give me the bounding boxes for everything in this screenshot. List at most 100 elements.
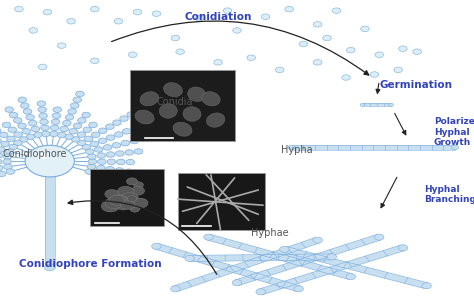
Circle shape: [0, 128, 1, 133]
Circle shape: [20, 103, 29, 108]
Circle shape: [0, 165, 3, 171]
Text: Hyphal
Branching: Hyphal Branching: [424, 185, 474, 204]
Circle shape: [23, 109, 32, 114]
Circle shape: [69, 129, 78, 134]
Circle shape: [37, 101, 46, 106]
Circle shape: [120, 192, 138, 204]
Circle shape: [85, 169, 93, 174]
Text: Polarized
Hyphal
Growth: Polarized Hyphal Growth: [434, 117, 474, 147]
Circle shape: [0, 147, 5, 152]
Polygon shape: [292, 145, 455, 150]
Circle shape: [131, 126, 139, 131]
Circle shape: [18, 123, 26, 129]
Circle shape: [72, 137, 80, 142]
Circle shape: [88, 154, 96, 159]
Circle shape: [45, 264, 55, 271]
Circle shape: [97, 165, 105, 171]
Circle shape: [118, 186, 134, 197]
Text: Hypha: Hypha: [281, 146, 313, 155]
Ellipse shape: [207, 113, 225, 127]
Circle shape: [139, 136, 147, 142]
Circle shape: [31, 126, 40, 132]
Circle shape: [43, 9, 52, 15]
Circle shape: [107, 159, 116, 164]
Circle shape: [422, 283, 431, 289]
Circle shape: [98, 138, 107, 143]
Circle shape: [134, 149, 143, 154]
Circle shape: [7, 136, 15, 142]
Circle shape: [91, 58, 99, 64]
Circle shape: [53, 107, 62, 112]
Circle shape: [99, 128, 107, 133]
Circle shape: [65, 134, 73, 140]
Circle shape: [451, 145, 458, 150]
Circle shape: [280, 246, 289, 252]
Circle shape: [78, 118, 86, 123]
Circle shape: [233, 28, 241, 33]
Circle shape: [176, 49, 184, 54]
Circle shape: [130, 206, 140, 212]
Polygon shape: [363, 103, 391, 106]
Circle shape: [28, 120, 37, 126]
Circle shape: [94, 147, 103, 152]
Polygon shape: [45, 173, 55, 268]
Circle shape: [204, 234, 213, 240]
Circle shape: [9, 144, 18, 150]
Circle shape: [152, 243, 161, 249]
Circle shape: [133, 198, 148, 208]
Circle shape: [68, 109, 76, 114]
Circle shape: [375, 52, 383, 57]
Circle shape: [106, 167, 114, 172]
Circle shape: [115, 132, 123, 137]
Polygon shape: [235, 234, 381, 285]
Polygon shape: [207, 234, 353, 279]
Ellipse shape: [188, 87, 206, 102]
Circle shape: [90, 141, 99, 147]
Circle shape: [124, 169, 133, 174]
Circle shape: [40, 119, 48, 125]
Circle shape: [4, 164, 12, 169]
Circle shape: [394, 67, 402, 73]
Circle shape: [39, 113, 47, 119]
Circle shape: [0, 138, 1, 143]
Circle shape: [116, 151, 124, 156]
Circle shape: [285, 6, 293, 12]
Circle shape: [374, 234, 384, 240]
Circle shape: [247, 55, 255, 60]
Circle shape: [288, 145, 295, 150]
Circle shape: [299, 41, 308, 47]
Circle shape: [49, 131, 58, 136]
Ellipse shape: [37, 154, 48, 159]
Circle shape: [214, 60, 222, 65]
Ellipse shape: [183, 107, 201, 121]
Circle shape: [19, 137, 28, 142]
Circle shape: [26, 115, 34, 120]
Circle shape: [84, 136, 93, 142]
Circle shape: [361, 26, 369, 32]
Circle shape: [57, 43, 66, 48]
Circle shape: [29, 28, 37, 33]
Circle shape: [120, 200, 135, 209]
Circle shape: [106, 124, 114, 130]
Circle shape: [313, 60, 322, 65]
Text: Conidia: Conidia: [156, 97, 193, 107]
Ellipse shape: [201, 92, 220, 106]
Circle shape: [121, 140, 129, 146]
Circle shape: [171, 35, 180, 41]
Circle shape: [327, 254, 337, 260]
Circle shape: [398, 245, 408, 251]
Circle shape: [0, 171, 6, 177]
Circle shape: [6, 149, 14, 154]
Circle shape: [171, 286, 180, 292]
Circle shape: [82, 112, 91, 118]
Circle shape: [50, 125, 59, 130]
Circle shape: [120, 178, 128, 184]
Circle shape: [134, 182, 144, 188]
Circle shape: [60, 126, 68, 132]
Circle shape: [232, 280, 242, 286]
Circle shape: [98, 159, 106, 164]
Ellipse shape: [140, 92, 159, 106]
Circle shape: [313, 237, 322, 243]
Circle shape: [342, 75, 350, 80]
Ellipse shape: [135, 110, 154, 124]
